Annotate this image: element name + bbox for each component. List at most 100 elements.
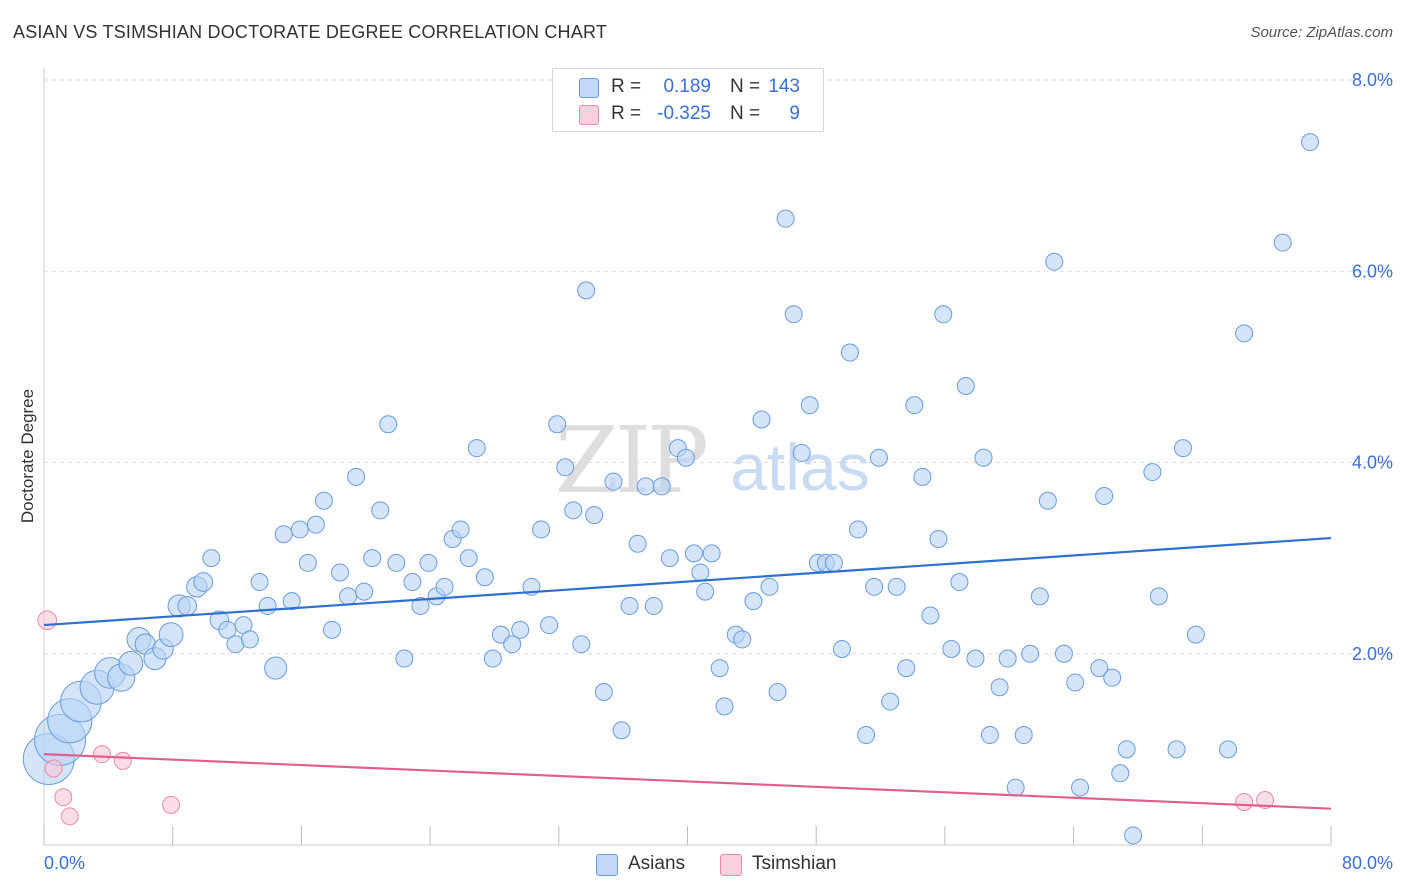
- asians-point: [733, 630, 752, 649]
- asians-point: [240, 630, 259, 649]
- asians-point: [857, 726, 876, 745]
- asians-point: [676, 448, 695, 467]
- n-value: 9: [789, 103, 800, 124]
- r-value: -0.325: [657, 103, 711, 124]
- axes: [43, 68, 1332, 846]
- asians-point: [411, 596, 430, 615]
- tsimshian-point: [37, 610, 58, 631]
- asians-point: [1273, 233, 1292, 252]
- asians-point: [1066, 673, 1085, 692]
- asians-point: [1038, 491, 1057, 510]
- tsimshian-point: [1235, 792, 1254, 811]
- x-tick-label: 80.0%: [1342, 853, 1393, 873]
- asians-point: [998, 649, 1017, 668]
- asians-point: [264, 656, 288, 680]
- asians-point: [419, 553, 438, 572]
- tsimshian-point: [113, 751, 132, 770]
- asians-point: [1143, 463, 1162, 482]
- tsimshian-point: [44, 759, 63, 778]
- asians-point: [1219, 740, 1238, 759]
- asians-point: [1014, 726, 1033, 745]
- asians-point: [355, 582, 374, 601]
- asians-point: [387, 553, 406, 572]
- chart-title: ASIAN VS TSIMSHIAN DOCTORATE DEGREE CORR…: [13, 22, 608, 42]
- tsimshian-point: [92, 745, 111, 764]
- stats-row-asians: R = 0.189 N = 143: [553, 74, 823, 100]
- watermark-atlas: atlas: [730, 430, 869, 504]
- asians-point: [881, 692, 900, 711]
- asians-point: [792, 443, 811, 462]
- asians-point: [503, 635, 522, 654]
- asians-point: [1006, 778, 1025, 797]
- asians-point: [577, 281, 596, 300]
- asians-point: [784, 305, 803, 324]
- tsimshian-legend-label: Tsimshian: [752, 853, 837, 874]
- asians-point: [532, 520, 551, 539]
- asians-point: [832, 639, 851, 658]
- asians-point: [684, 544, 703, 563]
- asians-point: [840, 343, 859, 362]
- asians-point: [371, 501, 390, 520]
- asians-legend-label: Asians: [628, 853, 686, 874]
- asians-point: [467, 439, 486, 458]
- asians-point: [451, 520, 470, 539]
- asians-point: [974, 448, 993, 467]
- asians-point: [1071, 778, 1090, 797]
- asians-point: [483, 649, 502, 668]
- asians-point: [628, 534, 647, 553]
- asians-point: [193, 572, 214, 592]
- asians-point: [1095, 486, 1114, 505]
- asians-point: [710, 659, 729, 678]
- asians-point: [1090, 659, 1109, 678]
- tsimshian-legend-swatch: [720, 854, 742, 876]
- asians-point: [800, 396, 819, 415]
- asians-point: [644, 596, 663, 615]
- asians-point: [824, 553, 843, 572]
- tick-labels: 2.0% 4.0% 6.0% 8.0% 0.0% 80.0%: [44, 70, 1393, 873]
- asians-point: [956, 377, 975, 395]
- asians-point: [177, 596, 198, 616]
- asians-point: [298, 553, 317, 572]
- asians-points: [22, 133, 1320, 845]
- r-value: 0.189: [663, 76, 711, 97]
- asians-point: [1021, 644, 1040, 663]
- asians-point: [604, 472, 623, 491]
- asians-point: [776, 209, 795, 228]
- asians-point: [980, 726, 999, 745]
- asians-point: [459, 549, 478, 568]
- asians-point: [314, 491, 333, 510]
- tsimshian-swatch: [579, 105, 599, 125]
- asians-point: [564, 501, 583, 520]
- tsimshian-point: [1256, 791, 1275, 810]
- asians-point: [887, 577, 906, 596]
- asians-point: [768, 683, 787, 701]
- asians-point: [403, 573, 422, 592]
- asians-point: [1173, 439, 1192, 458]
- asians-point: [363, 549, 382, 568]
- asians-point: [865, 577, 884, 596]
- asians-point: [905, 396, 924, 415]
- asians-point: [715, 697, 734, 716]
- asians-point: [282, 592, 301, 611]
- asians-point: [1235, 324, 1254, 343]
- asians-point: [594, 683, 613, 701]
- asians-trendline: [43, 536, 1332, 627]
- asians-point: [1045, 252, 1064, 271]
- trend-layer: [43, 536, 1332, 810]
- asians-point: [950, 573, 969, 592]
- asians-point: [322, 620, 341, 639]
- asians-point: [652, 477, 671, 496]
- asians-point: [540, 616, 559, 635]
- asians-point: [897, 659, 916, 678]
- asians-point: [660, 549, 679, 568]
- asians-point: [379, 415, 398, 434]
- asians-point: [250, 573, 269, 592]
- asians-point: [696, 582, 715, 601]
- asians-point: [158, 622, 184, 648]
- points-layer: [22, 133, 1320, 845]
- asians-point: [1054, 644, 1073, 663]
- n-label: N =: [730, 103, 761, 124]
- y-tick-label: 4.0%: [1352, 453, 1393, 473]
- asians-point: [274, 525, 293, 544]
- asians-point: [702, 544, 721, 563]
